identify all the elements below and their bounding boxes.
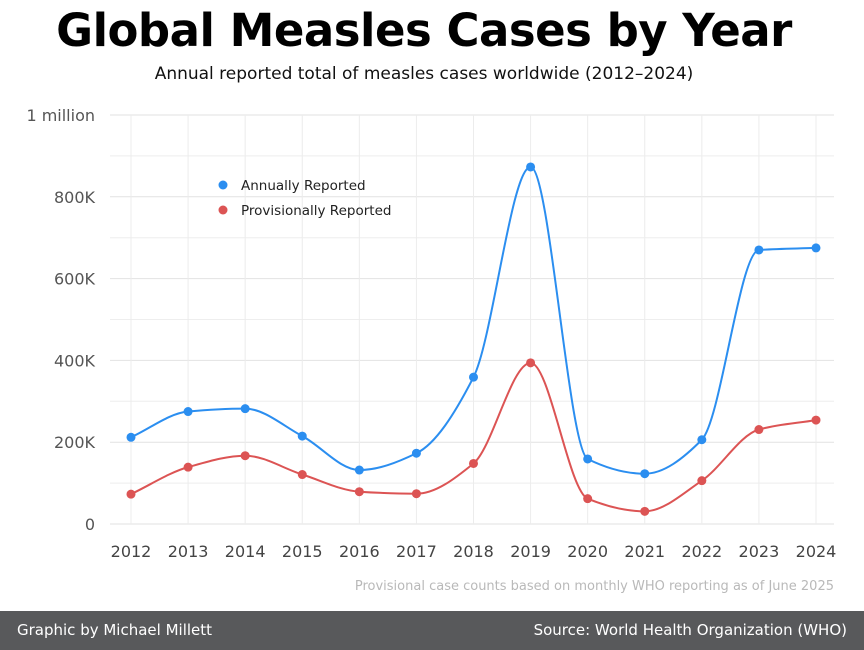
legend-marker — [218, 180, 228, 190]
series-line-annually-reported — [130, 165, 817, 475]
x-tick-label: 2018 — [453, 542, 494, 561]
data-point-annually-reported — [754, 245, 764, 255]
chart-title: Global Measles Cases by Year — [56, 4, 792, 57]
chart-subtitle: Annual reported total of measles cases w… — [154, 64, 694, 84]
data-point-annually-reported — [126, 432, 136, 442]
x-axis-tick-labels: 2012 2013 2014 2015 2016 2017 2018 2019 2020 2021… — [111, 542, 837, 561]
data-point-provisionally-reported — [811, 415, 821, 425]
x-tick-label: 2012 — [111, 542, 152, 561]
y-tick-label: 800K — [54, 188, 96, 207]
data-point-provisionally-reported — [469, 458, 478, 468]
data-point-annually-reported — [183, 407, 193, 417]
x-tick-label: 2014 — [225, 542, 266, 561]
data-point-provisionally-reported — [583, 494, 593, 504]
y-axis-tick-labels: 0 200K 400K 600K 800K 1 million — [26, 106, 95, 534]
series-points — [126, 162, 821, 516]
legend-label: Annually Reported — [241, 178, 366, 194]
data-point-annually-reported — [697, 435, 707, 445]
data-point-provisionally-reported — [297, 470, 307, 480]
data-point-annually-reported — [297, 431, 307, 441]
y-tick-label: 200K — [54, 433, 96, 452]
data-point-provisionally-reported — [411, 489, 421, 499]
data-point-annually-reported — [526, 162, 536, 172]
x-tick-label: 2019 — [510, 542, 551, 561]
data-point-provisionally-reported — [183, 462, 193, 472]
legend-label: Provisionally Reported — [241, 203, 391, 219]
footer-credit: Graphic by Michael Millett — [17, 621, 213, 639]
data-point-annually-reported — [411, 448, 421, 458]
y-tick-label: 1 million — [26, 106, 95, 125]
data-point-provisionally-reported — [640, 506, 650, 516]
chart-legend: Annually Reported Provisionally Reported — [218, 178, 391, 219]
footer-source: Source: World Health Organization (WHO) — [533, 621, 847, 639]
data-point-provisionally-reported — [754, 425, 764, 435]
data-point-provisionally-reported — [526, 358, 536, 368]
y-tick-label: 400K — [54, 351, 96, 370]
x-tick-label: 2020 — [567, 542, 608, 561]
x-tick-label: 2022 — [681, 542, 722, 561]
footer-bar: Graphic by Michael Millett Source: World… — [0, 611, 864, 650]
y-tick-label: 600K — [54, 270, 96, 289]
data-point-annually-reported — [640, 469, 650, 479]
data-point-annually-reported — [811, 243, 821, 253]
data-point-provisionally-reported — [240, 451, 250, 461]
x-tick-label: 2015 — [282, 542, 323, 561]
data-point-provisionally-reported — [354, 487, 364, 497]
x-tick-label: 2023 — [739, 542, 780, 561]
x-tick-label: 2024 — [796, 542, 837, 561]
x-tick-label: 2013 — [168, 542, 209, 561]
y-tick-label: 0 — [85, 515, 95, 534]
data-point-annually-reported — [583, 454, 593, 464]
data-point-annually-reported — [469, 372, 478, 382]
data-point-provisionally-reported — [697, 476, 707, 486]
data-point-provisionally-reported — [126, 489, 136, 499]
data-point-annually-reported — [240, 404, 250, 414]
x-tick-label: 2017 — [396, 542, 437, 561]
x-tick-label: 2016 — [339, 542, 380, 561]
data-point-annually-reported — [354, 465, 364, 475]
x-tick-label: 2021 — [624, 542, 665, 561]
footnote: Provisional case counts based on monthly… — [354, 579, 834, 594]
legend-marker — [218, 205, 228, 215]
